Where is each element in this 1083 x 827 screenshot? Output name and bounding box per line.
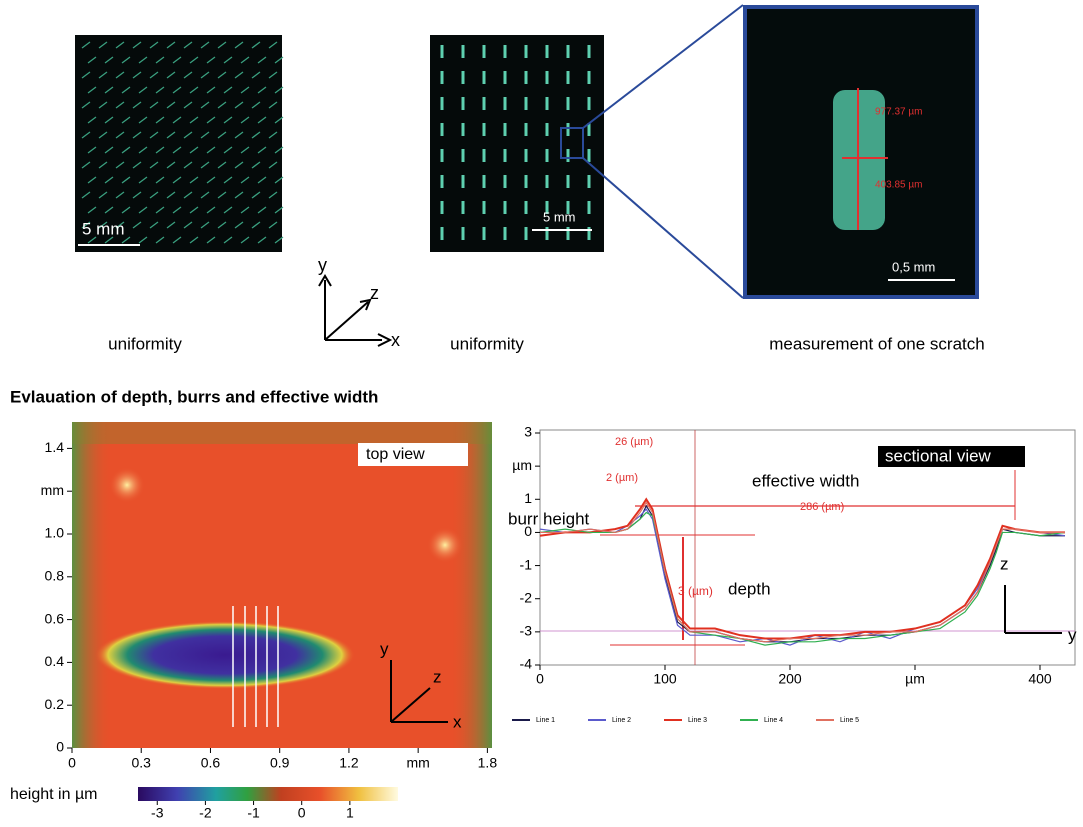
y-tick-label: 0: [56, 739, 64, 755]
axis-label: y: [380, 639, 389, 658]
x-tick-label: 100: [653, 671, 677, 687]
annotation: effective width: [752, 471, 859, 490]
y-tick-label: µm: [512, 457, 532, 473]
heatmap-edge: [72, 422, 112, 748]
colorbar: [138, 787, 398, 801]
scale-bar-label: 5 mm: [543, 209, 576, 224]
y-tick-label: 1.0: [45, 525, 65, 541]
axis-label: z: [433, 667, 442, 686]
y-tick-label: 0.2: [45, 696, 65, 712]
colorbar-tick-label: -2: [199, 805, 212, 821]
x-tick-label: 0.6: [201, 755, 221, 771]
x-tick-label: µm: [905, 671, 925, 687]
colorbar-tick-label: 0: [298, 805, 306, 821]
x-tick-label: mm: [406, 755, 429, 771]
axis-label: z: [370, 283, 379, 303]
x-tick-label: 1.8: [478, 755, 498, 771]
legend-label: Line 1: [536, 717, 555, 724]
colorbar-tick-label: 1: [346, 805, 354, 821]
axis-label: z: [1000, 554, 1009, 573]
measurement: 403.85 µm: [875, 180, 922, 191]
axis-label: y: [318, 255, 327, 275]
figure: 977.37 µm 403.85 µm 5 mm 5 mm 0,5 mm y z…: [0, 0, 1083, 822]
axes-icon: [319, 276, 390, 346]
section-title: Evlauation of depth, burrs and effective…: [10, 387, 378, 406]
x-tick-label: 200: [778, 671, 802, 687]
heatmap-scratch: [95, 621, 355, 689]
colorbar-tick-label: -3: [151, 805, 164, 821]
annotation: sectional view: [885, 446, 992, 465]
scale-bar-label: 0,5 mm: [892, 259, 935, 274]
colorbar-label: height in µm: [10, 786, 97, 803]
annotation: 2 (µm): [606, 472, 638, 484]
x-tick-label: 0.9: [270, 755, 290, 771]
y-tick-label: 0.8: [45, 568, 65, 584]
measurement: 977.37 µm: [875, 107, 922, 118]
x-tick-label: 1.2: [339, 755, 359, 771]
y-tick-label: 0.4: [45, 653, 65, 669]
x-tick-label: 0: [536, 671, 544, 687]
caption: uniformity: [108, 334, 182, 353]
annotation: burr height: [508, 509, 590, 528]
legend-label: Line 4: [764, 717, 783, 724]
x-tick-label: 0: [68, 755, 76, 771]
legend-label: Line 3: [688, 717, 707, 724]
heatmap-edge: [450, 422, 492, 748]
caption: measurement of one scratch: [769, 334, 984, 353]
y-tick-label: -2: [520, 589, 533, 605]
y-tick-label: -1: [520, 556, 533, 572]
annotation: 26 (µm): [615, 436, 653, 448]
y-tick-label: 0.6: [45, 610, 65, 626]
legend-label: Line 5: [840, 717, 859, 724]
y-tick-label: -4: [520, 656, 533, 672]
x-tick-label: 0.3: [131, 755, 151, 771]
annotation: depth: [728, 579, 771, 598]
y-tick-label: mm: [41, 482, 64, 498]
y-tick-label: 1.4: [45, 439, 65, 455]
heatmap-label: top view: [366, 446, 425, 463]
image-uniformity-2: [430, 35, 604, 252]
scale-bar-label: 5 mm: [82, 219, 125, 238]
y-tick-label: 3: [524, 424, 532, 440]
y-tick-label: 1: [524, 490, 532, 506]
heatmap-spot: [109, 467, 145, 503]
axis-label: y: [1068, 625, 1077, 644]
colorbar-tick-label: -1: [247, 805, 260, 821]
zoom-line: [583, 158, 743, 298]
axis-label: x: [453, 712, 462, 731]
legend-label: Line 2: [612, 717, 631, 724]
heatmap-edge: [72, 422, 492, 444]
x-tick-label: 400: [1028, 671, 1052, 687]
annotation: 286 (µm): [800, 501, 844, 513]
y-tick-label: -3: [520, 623, 533, 639]
zoom-line: [583, 5, 743, 128]
heatmap-spot: [427, 527, 463, 563]
caption: uniformity: [450, 334, 524, 353]
annotation: 3 (µm): [678, 584, 713, 598]
axis-label: x: [391, 330, 400, 350]
